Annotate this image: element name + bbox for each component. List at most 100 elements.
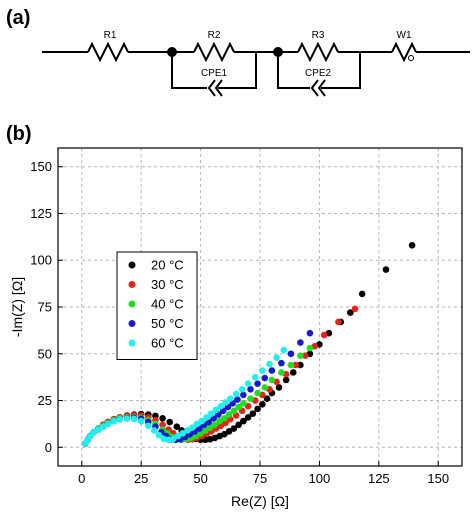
data-point xyxy=(193,420,201,428)
data-point xyxy=(137,417,145,425)
data-point xyxy=(261,384,269,391)
data-point xyxy=(347,309,354,316)
data-point xyxy=(217,402,225,410)
data-point xyxy=(150,427,158,434)
data-point xyxy=(225,411,233,418)
y-axis-title: -Im(Z) [Ω] xyxy=(9,277,25,337)
y-tick-label: 150 xyxy=(30,159,52,174)
x-axis-title: Re(Z) [Ω] xyxy=(231,493,289,509)
data-point xyxy=(244,402,252,410)
legend-label: 50 °C xyxy=(151,316,184,331)
data-point xyxy=(254,389,261,397)
data-point xyxy=(292,361,299,369)
cpe1-wire-right xyxy=(218,52,257,89)
warburg-w1 xyxy=(391,41,417,63)
data-point xyxy=(222,399,229,406)
data-point xyxy=(240,417,247,425)
data-point xyxy=(90,429,97,436)
data-point xyxy=(297,339,304,346)
cpe2-element-right xyxy=(317,79,326,97)
y-tick-label: 75 xyxy=(38,300,52,315)
label-cpe2: CPE2 xyxy=(305,68,332,79)
data-point xyxy=(259,400,266,408)
data-points xyxy=(82,241,416,447)
x-tick-label: 125 xyxy=(368,471,390,486)
cpe1-element-left xyxy=(207,79,216,97)
data-point xyxy=(306,344,314,352)
junction-node-2 xyxy=(273,47,283,57)
legend-label: 40 °C xyxy=(151,297,184,312)
legend: 20 °C 30 °C 40 °C 50 °C 60 °C xyxy=(116,251,198,360)
data-point xyxy=(254,380,261,387)
cpe2-wire-left xyxy=(277,52,310,89)
data-point xyxy=(261,374,269,382)
data-point xyxy=(297,361,304,369)
data-point xyxy=(351,305,359,313)
data-point xyxy=(211,421,219,429)
data-point xyxy=(320,331,328,339)
data-point xyxy=(184,427,191,434)
data-point xyxy=(249,410,257,417)
data-point xyxy=(155,431,163,439)
label-cpe1: CPE1 xyxy=(201,68,228,79)
data-point xyxy=(173,423,181,431)
data-point xyxy=(282,376,290,384)
data-point xyxy=(268,367,276,374)
legend-label: 20 °C xyxy=(151,258,184,273)
y-tick-label: 100 xyxy=(30,253,52,268)
resistor-r3 xyxy=(297,41,339,63)
y-tick-label: 0 xyxy=(45,440,52,455)
junction-node-1 xyxy=(167,47,177,57)
data-point xyxy=(179,429,187,437)
data-point xyxy=(221,430,228,438)
data-point xyxy=(238,386,246,393)
data-point xyxy=(174,432,182,440)
panel-b-label: (b) xyxy=(6,123,32,145)
data-point xyxy=(104,420,112,428)
label-w1: W1 xyxy=(397,30,412,41)
data-point xyxy=(287,350,295,358)
data-point xyxy=(202,427,209,434)
data-point xyxy=(247,395,254,402)
resistor-r2 xyxy=(193,41,235,63)
x-tick-label: 0 xyxy=(78,471,85,486)
data-point xyxy=(247,386,254,393)
cpe2-wire-right xyxy=(321,52,361,89)
resistor-r1 xyxy=(87,41,129,63)
data-point xyxy=(306,329,314,337)
data-point xyxy=(244,380,252,387)
data-point xyxy=(221,415,228,422)
legend-label: 60 °C xyxy=(151,336,184,351)
data-point xyxy=(297,352,304,359)
x-tick-label: 150 xyxy=(427,471,449,486)
label-r3: R3 xyxy=(312,30,325,41)
data-point xyxy=(198,417,206,425)
data-point xyxy=(234,396,241,403)
data-point xyxy=(278,359,285,367)
data-point xyxy=(216,417,223,425)
data-point xyxy=(335,318,342,326)
data-point xyxy=(226,395,234,402)
data-point xyxy=(235,421,242,429)
data-point xyxy=(159,421,166,429)
data-point xyxy=(240,391,247,399)
panel-a-label: (a) xyxy=(6,7,30,29)
x-tick-label: 50 xyxy=(193,471,207,486)
data-point xyxy=(130,415,138,423)
data-point xyxy=(254,405,261,413)
data-point xyxy=(145,422,152,430)
cpe1-element-right xyxy=(214,79,223,97)
data-point xyxy=(280,346,288,354)
legend-marker xyxy=(128,281,136,288)
data-point xyxy=(240,400,247,407)
data-point xyxy=(235,403,242,411)
equivalent-circuit-diagram: (a) R1 R2 R3 W1 xyxy=(6,7,470,97)
data-point xyxy=(268,376,276,384)
label-r2: R2 xyxy=(208,30,221,41)
data-point xyxy=(95,426,102,433)
data-point xyxy=(382,266,390,273)
data-point xyxy=(99,423,107,431)
legend-label: 30 °C xyxy=(151,277,184,292)
